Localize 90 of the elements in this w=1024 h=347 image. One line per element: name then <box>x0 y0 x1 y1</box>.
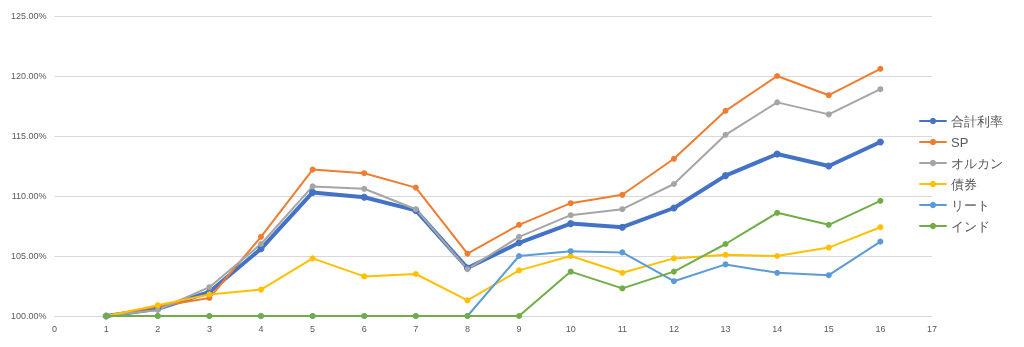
point <box>567 220 575 228</box>
point <box>412 271 419 277</box>
point <box>309 255 316 262</box>
y-tick-label: 100.00% <box>11 311 47 321</box>
point <box>412 184 419 191</box>
point <box>516 221 523 228</box>
x-tick-label: 7 <box>413 323 419 334</box>
x-tick-label: 14 <box>772 323 783 334</box>
point <box>722 241 729 247</box>
point <box>722 172 730 180</box>
point <box>670 155 677 162</box>
x-tick-label: 10 <box>565 323 576 334</box>
point <box>877 86 884 93</box>
legend-label: リート <box>951 197 990 213</box>
point <box>258 233 264 240</box>
point <box>619 249 626 256</box>
point <box>877 65 884 72</box>
x-tick-label: 2 <box>155 323 161 334</box>
point <box>825 162 833 170</box>
point <box>877 224 884 231</box>
x-tick-label: 4 <box>258 323 264 334</box>
point <box>619 206 626 213</box>
y-tick-label: 110.00% <box>11 191 47 201</box>
point <box>567 200 574 207</box>
x-tick-label: 15 <box>823 323 834 334</box>
y-tick-label: 115.00% <box>11 131 47 141</box>
x-tick-label: 6 <box>361 323 367 334</box>
point <box>722 261 729 268</box>
point <box>774 269 781 276</box>
point <box>825 244 832 251</box>
point <box>361 185 368 192</box>
legend-label: オルカン <box>951 155 1003 171</box>
x-tick-label: 0 <box>52 323 58 334</box>
point <box>670 278 677 285</box>
point <box>825 221 832 228</box>
x-tick-label: 9 <box>516 323 522 334</box>
point <box>774 209 781 216</box>
point <box>670 181 677 187</box>
point <box>825 111 832 118</box>
point <box>618 223 626 231</box>
x-tick-label: 3 <box>206 323 212 334</box>
point <box>309 183 316 190</box>
point <box>825 272 832 279</box>
point <box>722 107 729 114</box>
legend-label: 合計利率 <box>951 113 1003 129</box>
x-tick-label: 17 <box>926 323 938 334</box>
point <box>670 255 677 262</box>
point <box>619 269 626 276</box>
point <box>309 166 316 173</box>
y-tick-label: 125.00% <box>11 11 47 21</box>
x-tick-label: 12 <box>668 323 679 334</box>
point <box>619 285 626 292</box>
point <box>516 267 523 274</box>
point <box>567 248 574 255</box>
point <box>619 191 626 198</box>
y-tick-label: 105.00% <box>11 251 47 261</box>
point <box>876 138 884 146</box>
point <box>670 268 677 275</box>
point <box>206 284 213 291</box>
point <box>516 233 523 240</box>
point <box>825 92 832 99</box>
point <box>567 212 574 219</box>
point <box>516 253 523 259</box>
legend-label: インド <box>951 218 990 234</box>
point <box>516 313 523 319</box>
legend-label: SP <box>951 134 969 150</box>
point <box>722 131 729 138</box>
point <box>258 241 264 247</box>
x-tick-label: 16 <box>875 323 886 334</box>
x-tick-label: 8 <box>464 323 470 334</box>
x-tick-label: 1 <box>103 323 109 334</box>
point <box>877 197 884 204</box>
point <box>360 193 368 201</box>
point <box>774 253 781 259</box>
point <box>361 170 368 177</box>
point <box>567 268 574 275</box>
point <box>464 297 471 304</box>
point <box>877 238 884 245</box>
point <box>774 73 781 79</box>
x-tick-label: 13 <box>720 323 731 334</box>
point <box>309 188 317 196</box>
x-tick-label: 11 <box>617 323 627 334</box>
point <box>361 273 368 280</box>
y-tick-label: 120.00% <box>11 71 47 81</box>
point <box>722 251 729 258</box>
x-tick-label: 5 <box>310 323 316 334</box>
point <box>464 250 471 257</box>
point <box>774 99 781 106</box>
point <box>258 286 264 293</box>
legend-label: 債券 <box>951 176 977 192</box>
